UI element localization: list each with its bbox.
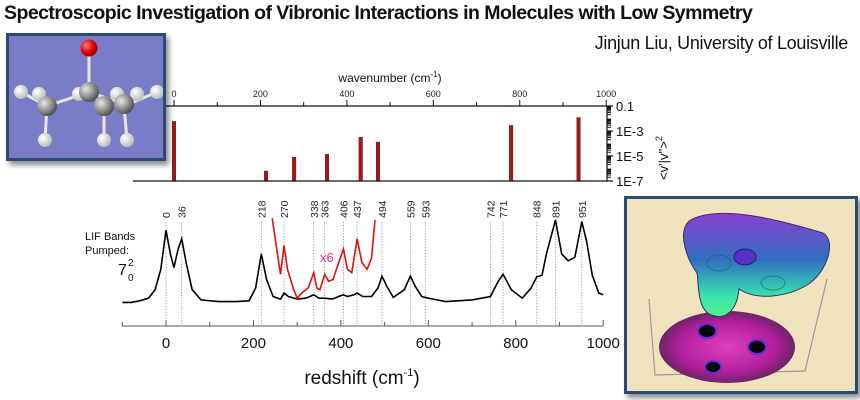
- band-label: 270: [279, 200, 291, 218]
- top-ytick-label: 0.1: [616, 99, 634, 114]
- band-label: 559: [405, 200, 417, 218]
- band-label: 593: [420, 200, 432, 218]
- bottom-xtick-label: 200: [241, 335, 266, 352]
- svg-text:2: 2: [128, 258, 134, 269]
- franck-condon-panel: wavenumber (cm-1) 0 200 400 600 800 1000 0.1 1…: [133, 70, 671, 189]
- bottom-xtick-label: 0: [162, 335, 170, 352]
- scale-annotation: x6: [320, 250, 334, 265]
- band-label: 406: [339, 200, 351, 218]
- top-ytick-label: 1E-3: [616, 124, 643, 139]
- band-label: 742: [485, 200, 497, 218]
- band-label: 437: [352, 200, 364, 218]
- fc-bar: [292, 157, 297, 182]
- band-label: 363: [320, 200, 332, 218]
- top-xtick-label: 400: [339, 89, 354, 99]
- legend-line1: LIF Bands: [85, 231, 136, 243]
- band-label: 771: [498, 200, 510, 218]
- bottom-xtick-label: 1000: [587, 335, 620, 352]
- top-xtick-label: 0: [171, 89, 176, 99]
- page-title: Spectroscopic Investigation of Vibronic …: [4, 2, 753, 24]
- top-xtick-label: 600: [426, 89, 441, 99]
- fc-bar: [576, 117, 581, 182]
- spectrum-line: [122, 219, 604, 304]
- svg-text:7: 7: [118, 262, 127, 279]
- molecule-inset: [6, 33, 166, 161]
- top-xlabel: wavenumber (cm-1): [337, 70, 441, 85]
- band-label: 218: [256, 200, 268, 218]
- band-label: 891: [551, 200, 563, 218]
- molecule-model-icon: [14, 39, 164, 147]
- band-label: 494: [377, 200, 389, 218]
- band-label: 338: [309, 200, 321, 218]
- legend-band-label: 7 2 0: [118, 258, 134, 284]
- fc-bar: [324, 153, 329, 182]
- top-xtick-label: 1000: [596, 89, 616, 99]
- bottom-xlabel: redshift (cm-1): [304, 367, 419, 389]
- top-ytick-label: 1E-5: [616, 149, 643, 164]
- top-ylabel: <v'|v''>2: [654, 136, 671, 180]
- scaled-spectrum-line: [271, 218, 376, 300]
- legend-line2: Pumped:: [85, 245, 129, 257]
- fc-bar: [171, 121, 176, 182]
- fc-bar: [358, 136, 363, 182]
- band-label: 848: [532, 200, 544, 218]
- band-label: 951: [577, 200, 589, 218]
- top-xtick-label: 200: [253, 89, 268, 99]
- band-label: 36: [177, 206, 189, 218]
- bottom-xtick-label: 800: [503, 335, 528, 352]
- fc-bar: [375, 141, 380, 182]
- author-affiliation: Jinjun Liu, University of Louisville: [594, 33, 849, 53]
- top-ytick-label: 1E-7: [616, 174, 643, 189]
- svg-text:0: 0: [128, 273, 134, 284]
- fc-bar: [264, 170, 269, 182]
- fc-bar: [509, 125, 514, 182]
- band-label: 0: [161, 212, 173, 218]
- top-xtick-label: 800: [512, 89, 527, 99]
- potential-surface-icon: [648, 212, 831, 383]
- bottom-xtick-label: 600: [416, 335, 441, 352]
- potential-surface-inset: [624, 196, 858, 394]
- bottom-xtick-label: 400: [328, 335, 353, 352]
